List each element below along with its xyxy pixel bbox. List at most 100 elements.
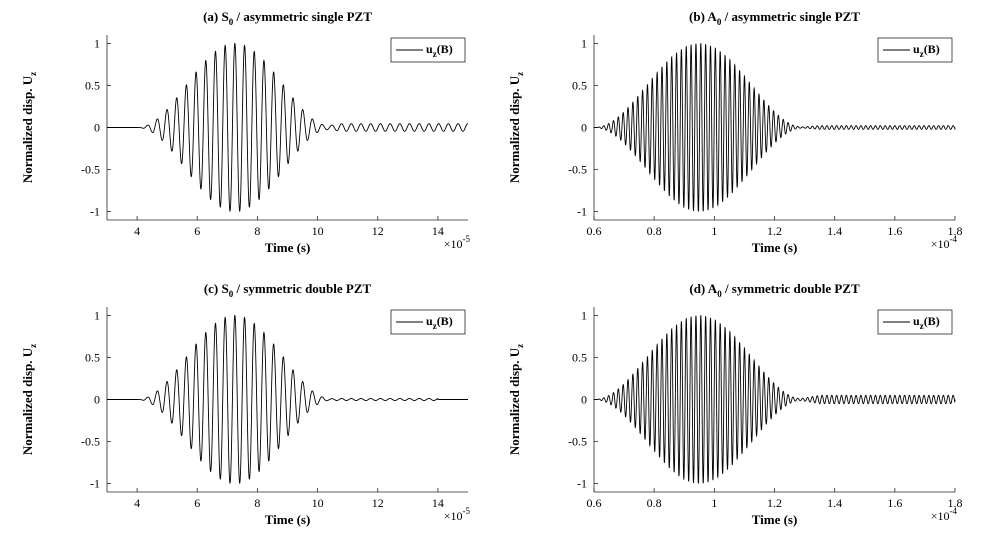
y-label-subscript: z [515, 344, 525, 348]
x-tick-label: 1 [711, 224, 717, 238]
x-tick-label: 1.8 [948, 496, 963, 510]
y-tick-label: -1 [90, 205, 100, 219]
multiplier-exponent: -5 [463, 234, 471, 244]
x-tick-label: 1.6 [887, 224, 902, 238]
multiplier-base: ×10 [444, 509, 463, 523]
legend-rest: (B) [437, 314, 453, 328]
multiplier-base: ×10 [444, 237, 463, 251]
y-axis-label: Normalized disp. Uz [20, 344, 38, 455]
multiplier-exponent: -5 [463, 506, 471, 516]
y-label-main: Normalized disp. U [20, 75, 35, 183]
x-tick-label: 1.4 [827, 496, 842, 510]
y-tick-label: 0 [94, 121, 100, 135]
x-tick-label: 6 [194, 224, 200, 238]
subplot-title: (d) A0 / symmetric double PZT [689, 281, 860, 299]
y-tick-label: 1 [581, 36, 587, 50]
legend-main: u [913, 314, 920, 328]
multiplier-exponent: -4 [950, 506, 958, 516]
x-tick-label: 1 [711, 496, 717, 510]
series-line-uz-b [594, 315, 956, 484]
y-axis-label: Normalized disp. Uz [507, 344, 525, 455]
x-tick-label: 12 [372, 224, 384, 238]
y-tick-label: 0 [94, 393, 100, 407]
legend-subscript: z [433, 321, 437, 331]
y-tick-label: 1 [94, 36, 100, 50]
x-axis-label: Time (s) [752, 512, 798, 527]
y-tick-label: 0.5 [572, 350, 587, 364]
series-line-uz-b [107, 43, 469, 212]
x-tick-label: 0.8 [647, 224, 662, 238]
title-rest: / asymmetric single PZT [721, 9, 860, 24]
x-tick-label: 1.2 [767, 496, 782, 510]
y-tick-label: -1 [90, 477, 100, 491]
y-tick-label: -0.5 [81, 435, 100, 449]
y-tick-label: -1 [577, 477, 587, 491]
x-axis-multiplier: ×10-4 [931, 506, 958, 523]
y-axis-label: Normalized disp. Uz [507, 72, 525, 183]
x-axis-multiplier: ×10-4 [931, 234, 958, 251]
legend-subscript: z [920, 49, 924, 59]
x-axis-multiplier: ×10-5 [444, 506, 471, 523]
legend-entry-label: uz(B) [426, 42, 453, 59]
legend-rest: (B) [924, 314, 940, 328]
subplot-title: (c) S0 / symmetric double PZT [204, 281, 372, 299]
x-tick-label: 10 [312, 224, 324, 238]
legend: uz(B) [877, 37, 953, 63]
x-tick-label: 14 [432, 224, 444, 238]
y-tick-label: -0.5 [81, 163, 100, 177]
series-line-uz-b [594, 43, 956, 212]
title-subscript: 0 [717, 17, 722, 27]
title-rest: / symmetric double PZT [722, 281, 860, 296]
y-tick-label: 0 [581, 393, 587, 407]
x-tick-label: 0.6 [587, 496, 602, 510]
x-axis-label: Time (s) [752, 240, 798, 255]
x-tick-label: 0.6 [587, 224, 602, 238]
title-subscript: 0 [229, 17, 234, 27]
title-main: (c) S [204, 281, 229, 296]
subplot-title: (a) S0 / asymmetric single PZT [203, 9, 372, 27]
y-label-main: Normalized disp. U [507, 347, 522, 455]
x-tick-label: 1.2 [767, 224, 782, 238]
x-tick-label: 14 [432, 496, 444, 510]
legend-entry-label: uz(B) [913, 314, 940, 331]
title-rest: / symmetric double PZT [233, 281, 371, 296]
x-tick-label: 8 [254, 496, 260, 510]
y-label-subscript: z [28, 72, 38, 76]
y-label-subscript: z [28, 344, 38, 348]
x-axis-label: Time (s) [265, 240, 311, 255]
y-axis-label: Normalized disp. Uz [20, 72, 38, 183]
legend: uz(B) [390, 309, 466, 335]
legend-main: u [426, 314, 433, 328]
legend: uz(B) [390, 37, 466, 63]
subplot-title: (b) A0 / asymmetric single PZT [689, 9, 860, 27]
y-label-main: Normalized disp. U [507, 75, 522, 183]
x-tick-label: 1.8 [948, 224, 963, 238]
x-axis-label: Time (s) [265, 512, 311, 527]
legend: uz(B) [877, 309, 953, 335]
y-tick-label: -1 [577, 205, 587, 219]
legend-entry-label: uz(B) [426, 314, 453, 331]
legend-main: u [913, 42, 920, 56]
x-tick-label: 6 [194, 496, 200, 510]
x-tick-label: 1.4 [827, 224, 842, 238]
legend-subscript: z [433, 49, 437, 59]
y-tick-label: 0.5 [85, 78, 100, 92]
multiplier-base: ×10 [931, 509, 950, 523]
title-main: (a) S [203, 9, 229, 24]
multiplier-exponent: -4 [950, 234, 958, 244]
title-main: (b) A [689, 9, 717, 24]
y-tick-label: -0.5 [568, 435, 587, 449]
legend-rest: (B) [437, 42, 453, 56]
x-tick-label: 10 [312, 496, 324, 510]
x-tick-label: 12 [372, 496, 384, 510]
subplot-b: (b) A0 / asymmetric single PZT 0.6 0.8 1 1.2… [507, 9, 963, 255]
title-main: (d) A [689, 281, 717, 296]
x-tick-label: 4 [134, 496, 140, 510]
y-tick-label: 1 [581, 308, 587, 322]
y-tick-label: 0.5 [572, 78, 587, 92]
title-subscript: 0 [717, 289, 722, 299]
y-tick-label: 1 [94, 308, 100, 322]
legend-entry-label: uz(B) [913, 42, 940, 59]
